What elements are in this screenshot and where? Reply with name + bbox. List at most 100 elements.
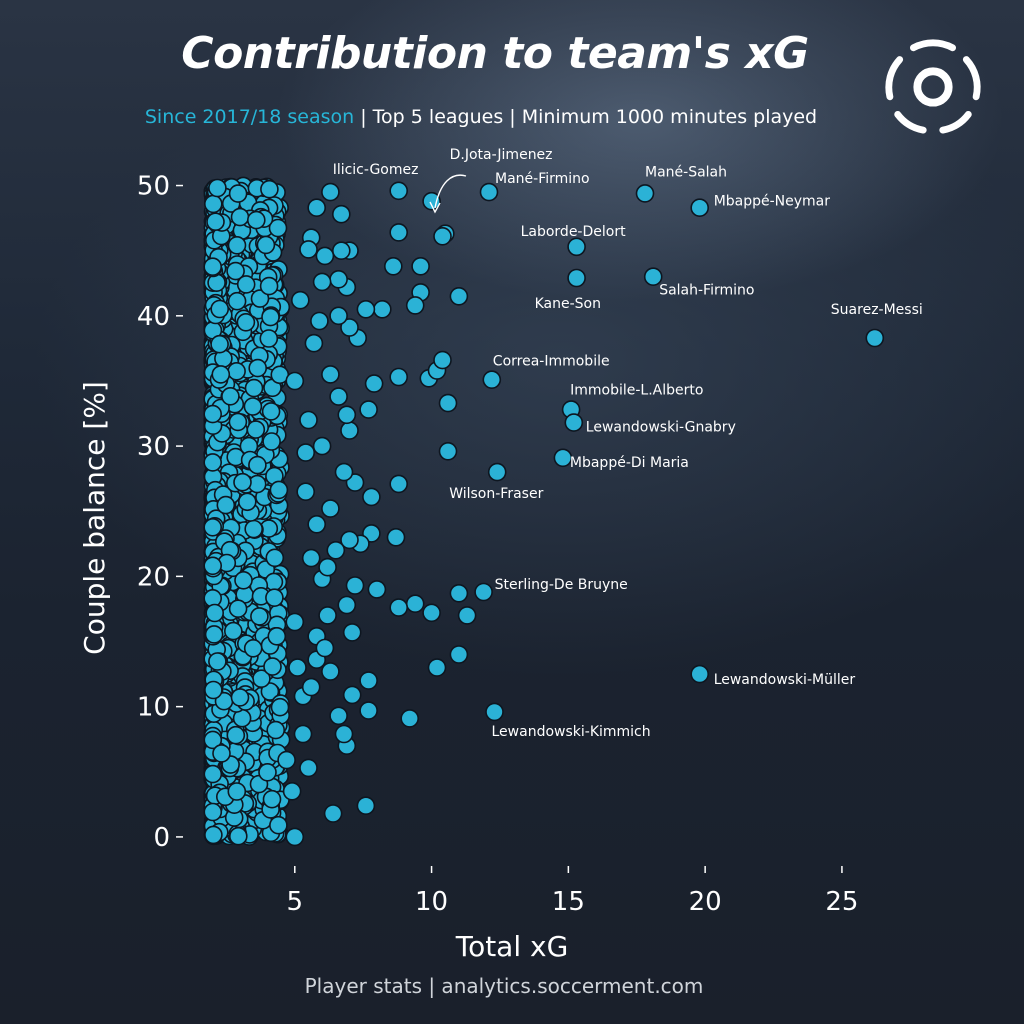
chart-footer: Player stats | analytics.soccerment.com xyxy=(304,974,704,998)
cluster-point xyxy=(262,789,282,809)
cluster-point xyxy=(246,210,266,230)
cluster-point xyxy=(250,607,269,626)
data-point xyxy=(321,499,340,518)
point-label: Immobile-L.Alberto xyxy=(570,383,703,399)
cluster-point xyxy=(236,275,256,294)
cluster-point xyxy=(216,495,236,515)
cluster-point xyxy=(228,599,248,619)
cluster-point xyxy=(210,334,229,354)
cluster-point xyxy=(227,291,247,311)
data-point xyxy=(288,658,307,677)
y-tick-label: 40 xyxy=(137,302,170,332)
data-point xyxy=(356,796,376,816)
data-point xyxy=(372,299,392,319)
cluster-point xyxy=(267,626,287,646)
labeled-point xyxy=(482,370,502,390)
cluster-point xyxy=(236,312,256,332)
cluster-point xyxy=(260,179,279,199)
y-tick-label: 10 xyxy=(137,693,170,723)
data-point xyxy=(340,318,359,337)
chart-subtitle: Since 2017/18 season | Top 5 leagues | M… xyxy=(0,106,962,128)
data-point xyxy=(337,405,357,425)
annotation-arrowhead xyxy=(429,201,441,214)
data-point xyxy=(449,286,469,306)
y-tick-label: 20 xyxy=(137,562,170,592)
cluster-point xyxy=(228,184,248,203)
data-point xyxy=(282,781,302,801)
data-point xyxy=(400,709,420,728)
data-point xyxy=(427,658,447,677)
point-label: Mbappé-Neymar xyxy=(714,194,831,210)
data-point xyxy=(337,595,357,615)
data-point xyxy=(386,527,406,547)
cluster-point xyxy=(263,657,282,676)
data-point xyxy=(315,246,335,266)
labeled-point xyxy=(690,664,710,684)
data-point xyxy=(326,540,346,560)
cluster-point xyxy=(250,289,270,308)
labeled-point xyxy=(635,184,655,203)
data-point xyxy=(334,724,354,744)
cluster-point xyxy=(208,178,227,198)
data-point xyxy=(449,645,469,664)
data-point xyxy=(269,815,288,835)
point-label: Mané-Salah xyxy=(645,164,727,180)
cluster-point xyxy=(234,570,253,590)
cluster-point xyxy=(261,402,281,421)
data-point xyxy=(389,367,409,387)
data-point xyxy=(293,724,313,744)
data-point xyxy=(318,557,337,577)
cluster-point xyxy=(203,517,222,537)
data-point xyxy=(342,623,362,642)
data-point xyxy=(340,421,359,440)
data-point xyxy=(329,706,348,726)
data-point xyxy=(277,750,296,770)
data-point xyxy=(329,269,348,289)
data-point xyxy=(323,804,343,823)
data-point xyxy=(285,612,305,632)
data-point xyxy=(389,223,409,242)
subtitle-rest: | Top 5 leagues | Minimum 1000 minutes p… xyxy=(354,106,818,128)
point-label: Kane-Son xyxy=(535,296,601,312)
data-point xyxy=(304,333,324,353)
cluster-point xyxy=(224,621,243,641)
data-point xyxy=(433,227,452,246)
data-point xyxy=(329,387,348,406)
data-point xyxy=(315,638,335,658)
cluster-point xyxy=(270,697,290,717)
data-point xyxy=(457,606,477,625)
x-tick-label: 5 xyxy=(287,887,304,917)
data-point xyxy=(367,580,387,599)
data-point xyxy=(438,441,458,461)
labeled-point xyxy=(564,413,584,432)
data-point xyxy=(362,487,381,507)
cluster-point xyxy=(205,603,224,623)
cluster-point xyxy=(259,329,279,348)
point-annotations: Suarez-Messi Mbappé-Neymar Mané-Salah Lewan… xyxy=(333,147,923,740)
labeled-point xyxy=(487,462,507,482)
cluster-point xyxy=(266,720,286,740)
labeled-point xyxy=(865,328,885,348)
point-label: Lewandowski-Kimmich xyxy=(492,724,651,740)
cluster-point xyxy=(203,764,223,784)
point-label: D.Jota-Jimenez xyxy=(450,147,553,163)
cluster-point xyxy=(226,261,245,281)
data-point xyxy=(356,299,376,319)
x-tick-label: 25 xyxy=(825,887,858,917)
data-point xyxy=(307,514,327,534)
dense-point-cluster xyxy=(203,176,291,846)
data-point xyxy=(359,400,378,419)
labeled-point xyxy=(567,268,586,288)
cluster-point xyxy=(229,826,248,846)
data-point xyxy=(422,603,441,623)
subtitle-highlight: Since 2017/18 season xyxy=(144,106,355,128)
cluster-point xyxy=(233,472,252,492)
point-label: Lewandowski-Müller xyxy=(714,672,856,688)
data-point xyxy=(438,393,458,413)
cluster-point xyxy=(210,299,229,319)
cluster-point xyxy=(221,386,240,406)
x-tick-label: 10 xyxy=(415,887,448,917)
cluster-point xyxy=(261,307,280,327)
cluster-point xyxy=(203,556,222,576)
